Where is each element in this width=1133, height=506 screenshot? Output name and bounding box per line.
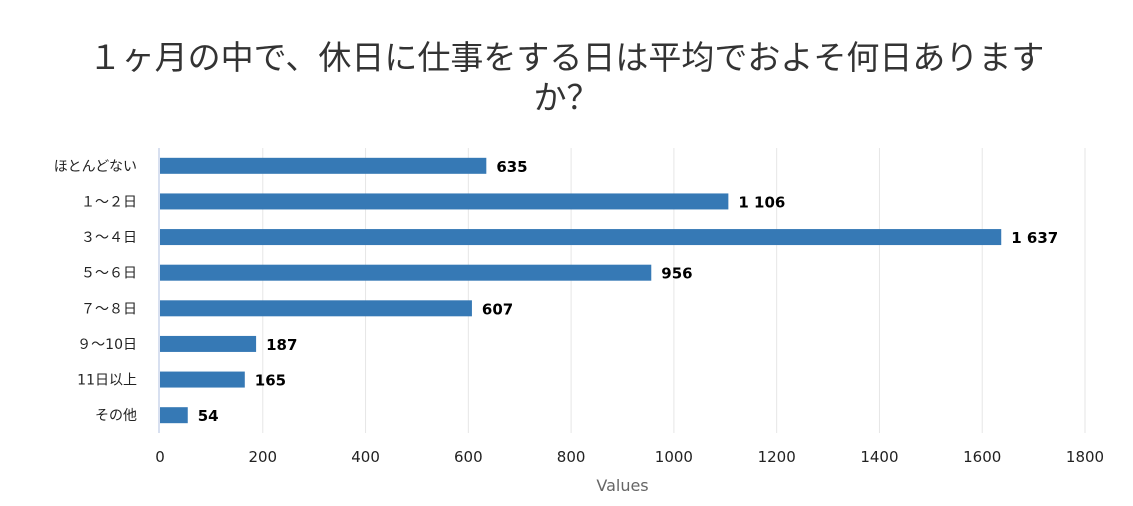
x-axis-title: Values	[596, 476, 648, 495]
x-tick-label: 200	[248, 448, 277, 466]
data-label: 607	[482, 300, 513, 318]
data-label: 54	[198, 407, 219, 425]
category-label: 11日以上	[77, 373, 137, 389]
bar	[160, 229, 1002, 246]
category-label: ７～８日	[81, 301, 137, 317]
category-label: ５～６日	[81, 266, 137, 282]
bar	[160, 264, 652, 281]
data-label: 956	[661, 265, 692, 283]
x-tick-label: 1200	[758, 448, 796, 466]
category-label: その他	[95, 408, 137, 424]
chart-title: １ヶ月の中で、休日に仕事をする日は平均でおよそ何日あります か？	[0, 38, 1133, 118]
category-label: ほとんどない	[54, 159, 137, 175]
x-tick-label: 600	[454, 448, 483, 466]
x-tick-label: 1400	[860, 448, 898, 466]
bar	[160, 300, 472, 317]
data-label: 1 106	[738, 193, 785, 211]
data-label: 635	[496, 158, 527, 176]
bar	[160, 193, 729, 210]
data-label: 165	[255, 372, 286, 390]
bar	[160, 157, 487, 174]
x-tick-label: 1000	[655, 448, 693, 466]
chart-title-line-1: １ヶ月の中で、休日に仕事をする日は平均でおよそ何日あります	[88, 38, 1045, 77]
x-tick-label: 1800	[1066, 448, 1104, 466]
data-label: 1 637	[1011, 229, 1058, 247]
x-tick-label: 800	[557, 448, 586, 466]
x-tick-label: 400	[351, 448, 380, 466]
x-tick-label: 0	[155, 448, 165, 466]
bar	[160, 371, 245, 388]
bar	[160, 335, 257, 352]
data-label: 187	[266, 336, 297, 354]
chart-title-line-2: か？	[533, 78, 600, 117]
category-label: ３～４日	[81, 230, 137, 246]
category-label: ９～10日	[77, 337, 137, 353]
bar	[160, 407, 188, 424]
category-label: １～２日	[81, 194, 137, 210]
x-tick-label: 1600	[963, 448, 1001, 466]
